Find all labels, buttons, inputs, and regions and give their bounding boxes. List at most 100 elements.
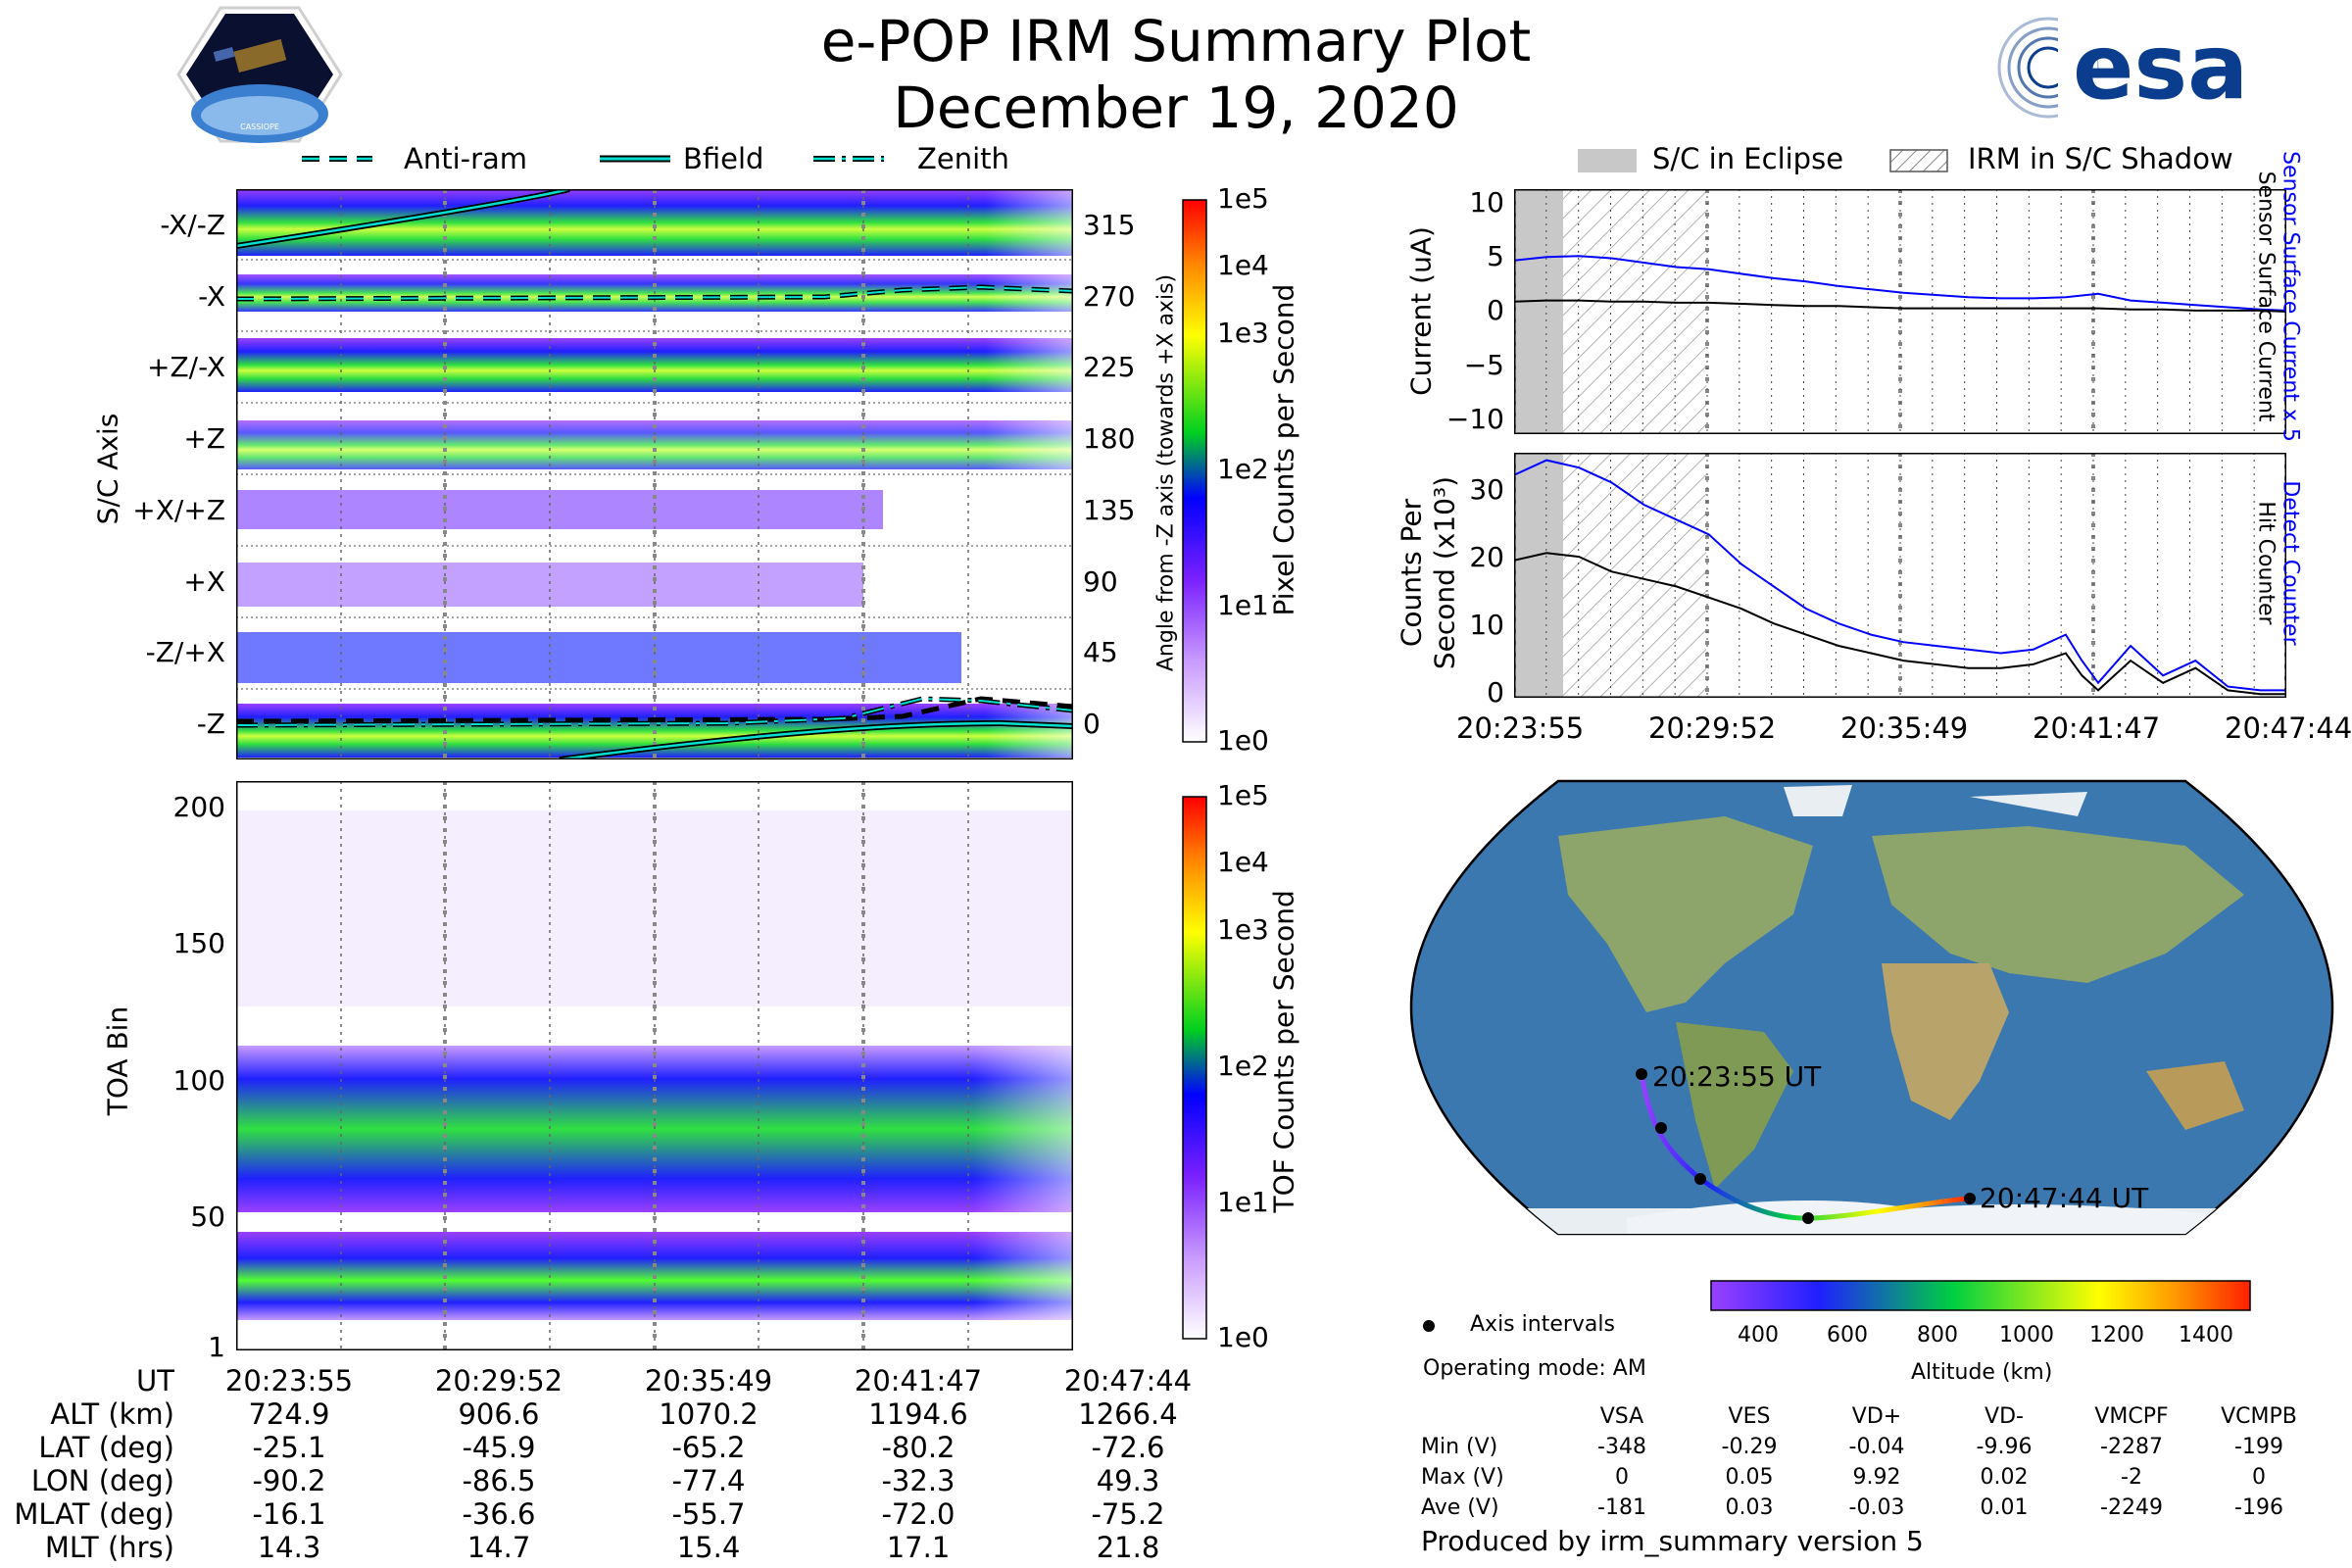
esa-logo: esa	[1997, 14, 2248, 122]
map-end-label: 20:47:44 UT	[1980, 1182, 2149, 1214]
current-ytick: −5	[1463, 349, 1504, 381]
pixel-ylabel: S/C Axis	[91, 413, 124, 525]
legend-bfield: Bfield	[683, 142, 764, 175]
orbit-marker	[1802, 1212, 1814, 1224]
cbar-tick: 1e5	[1217, 182, 1269, 215]
legend-zenith: Zenith	[917, 142, 1009, 175]
series-line-sensor-surface-current-x-5	[1514, 255, 2286, 312]
page-date: December 19, 2020	[893, 74, 1459, 141]
cbar-tick: 1e0	[1217, 1321, 1269, 1353]
eclipse-region	[1514, 189, 1563, 434]
orbit-marker	[1655, 1122, 1667, 1134]
cbar-tick: 1e1	[1217, 589, 1269, 621]
counts-xtick: 20:29:52	[1648, 711, 1777, 745]
toa-ytick: 150	[172, 927, 225, 959]
toa-cbar-label: TOF Counts per Second	[1267, 890, 1300, 1213]
altitude-tick: 1400	[2179, 1323, 2233, 1348]
table-row: MLT (hrs) 14.3 14.7 15.4 17.1 21.8	[44, 1531, 1160, 1564]
counts-ytick: 20	[1469, 541, 1504, 573]
current-right-blue: Sensor Surface Current x 5	[2278, 151, 2303, 442]
axis-label: +X/+Z	[132, 494, 225, 526]
pixel-major-gridlines	[443, 189, 865, 760]
table-row: MLAT (deg) -16.1 -36.6 -55.7 -72.0 -75.2	[14, 1497, 1165, 1531]
cbar-tick: 1e0	[1217, 724, 1269, 757]
altitude-tick: 600	[1827, 1323, 1868, 1348]
axis-label: -Z	[196, 708, 225, 740]
table-row: Min (V) -348 -0.29 -0.04 -9.96 -2287 -199	[1421, 1435, 2283, 1459]
series-line-sensor-surface-current	[1514, 299, 2286, 313]
counts-ylabel-1: Counts Per	[1395, 498, 1428, 648]
shadow-region	[1563, 189, 1706, 434]
legend-shadow-swatch	[1889, 149, 1948, 172]
current-ytick: 5	[1487, 240, 1504, 272]
legend-eclipse: S/C in Eclipse	[1652, 142, 1844, 175]
cbar-tick: 1e2	[1217, 1050, 1269, 1082]
voltage-stats-table: VSA VES VD+ VD- VMCPF VCMPB Min (V) -348 -0.29-…	[1421, 1401, 2323, 1523]
current-chart	[1514, 189, 2286, 434]
current-ytick: −10	[1446, 403, 1504, 435]
counts-right-black: Hit Counter	[2253, 501, 2278, 625]
antiram-line-lower	[236, 696, 1073, 724]
toa-colorbar	[1182, 796, 1207, 1340]
counts-ytick: 0	[1487, 676, 1504, 709]
counts-yticks: 30 20 10 0	[1401, 453, 1504, 709]
pixel-colorbar-ticks: 1e5 1e4 1e3 1e2 1e1 1e0	[1217, 182, 1286, 760]
eclipse-region	[1514, 453, 1563, 698]
table-row: LAT (deg) -25.1 -45.9 -65.2 -80.2 -72.6	[38, 1431, 1165, 1464]
pixel-row-dividers	[236, 259, 1073, 690]
angle-tick: 270	[1083, 280, 1136, 313]
cbar-tick: 1e3	[1217, 913, 1269, 946]
counts-xtick: 20:23:55	[1456, 711, 1585, 745]
orbit-marker	[1694, 1173, 1706, 1185]
angle-tick: 135	[1083, 494, 1136, 526]
angle-tick: 90	[1083, 565, 1118, 598]
toa-major-gridlines	[443, 781, 865, 1350]
toa-ytick: 1	[208, 1331, 225, 1363]
cassiope-logo: CASSIOPE	[176, 6, 343, 143]
shadow-region	[1563, 453, 1706, 698]
axis-label: -Z/+X	[145, 636, 225, 668]
orbit-marker	[1636, 1068, 1647, 1080]
pixel-colorbar	[1182, 199, 1207, 743]
map-land	[1499, 785, 2244, 1234]
toa-ytick: 50	[190, 1200, 225, 1233]
page-title: e-POP IRM Summary Plot	[820, 8, 1532, 74]
altitude-label: Altitude (km)	[1911, 1360, 2053, 1385]
axis-label: -X	[198, 280, 225, 313]
counts-chart	[1514, 453, 2286, 698]
cbar-tick: 1e3	[1217, 317, 1269, 349]
current-ylabel: Current (uA)	[1404, 226, 1438, 396]
table-row: LON (deg) -90.2 -86.5 -77.4 -32.3 49.3	[30, 1464, 1160, 1497]
counts-ylabel-2: Second (x10³)	[1428, 475, 1461, 670]
angle-tick: 0	[1083, 708, 1101, 740]
angle-tick: 315	[1083, 209, 1136, 241]
axis-label: +Z	[183, 422, 225, 455]
toa-colorbar-ticks: 1e5 1e4 1e3 1e2 1e1 1e0	[1217, 779, 1286, 1357]
toa-ytick: 100	[172, 1064, 225, 1097]
toa-yticks: 200 150 100 50 1	[29, 781, 225, 1363]
axis-label: -X/-Z	[160, 209, 225, 241]
counts-right-blue: Detect Counter	[2278, 480, 2303, 646]
axis-label: +Z/-X	[147, 351, 225, 383]
map-ocean	[1409, 779, 2334, 1236]
cbar-tick: 1e2	[1217, 453, 1269, 485]
counts-xtick: 20:47:44	[2225, 711, 2352, 745]
toa-ytick: 200	[172, 791, 225, 823]
satellite-icon	[213, 38, 287, 74]
altitude-tick: 1200	[2089, 1323, 2144, 1348]
toa-spectrogram	[236, 781, 1073, 1350]
cbar-tick: 1e4	[1217, 249, 1269, 281]
orbit-track	[1639, 1073, 1971, 1221]
table-row: Max (V) 0 0.05 9.92 0.02 -2 0	[1421, 1465, 2266, 1490]
pixel-axis-labels: -X/-Z -X +Z/-X +Z +X/+Z +X -Z/+X -Z	[29, 189, 225, 760]
pixel-right-label: Angle from -Z axis (towards +X axis)	[1153, 273, 1179, 672]
axis-interval-dot	[1423, 1320, 1435, 1332]
legend-antiram: Anti-ram	[404, 142, 528, 175]
counts-ytick: 10	[1469, 609, 1504, 641]
table-row: ALT (km) 724.9 906.6 1070.2 1194.6 1266.4	[50, 1397, 1178, 1431]
current-ytick: 10	[1469, 186, 1504, 219]
angle-tick: 225	[1083, 351, 1136, 383]
ephemeris-table: UT 20:23:55 20:29:52 20:35:49 20:41:47 20:47:…	[8, 1364, 1233, 1564]
svg-text:esa: esa	[2073, 15, 2248, 120]
counts-xtick: 20:41:47	[2033, 711, 2161, 745]
